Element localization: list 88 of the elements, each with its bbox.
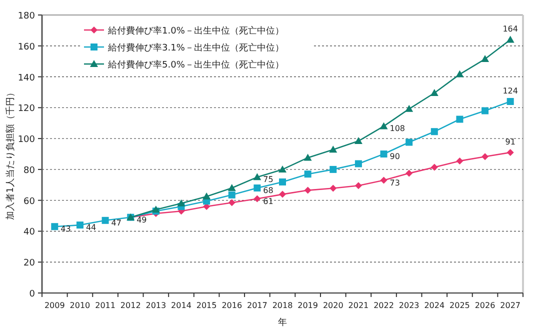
y-tick-label: 180 [18,12,36,22]
x-tick-label: 2018 [272,301,293,310]
point [456,157,464,164]
point [254,184,261,192]
x-tick-label: 2024 [424,301,445,310]
x-tick-label: 2009 [44,301,65,310]
y-tick-label: 120 [18,104,36,114]
data-label: 75 [263,175,274,184]
point [330,166,337,173]
x-tick-label: 2020 [322,301,344,310]
y-tick-label: 0 [29,290,36,300]
point [76,222,84,229]
point [506,148,514,156]
point [405,104,414,112]
point [354,182,362,190]
data-label: 90 [390,152,400,161]
point [482,153,489,160]
point [380,122,388,130]
x-tick-label: 2014 [171,301,192,310]
data-label: 124 [502,86,518,96]
y-tick-label: 20 [24,258,36,269]
point [254,195,261,202]
point [430,128,438,136]
legend-label: 給付費伸び率5.0%－出生中位（死亡中位） [107,60,284,70]
y-axis-title: 加入者1人当たり負担額（千円） [5,88,16,220]
x-tick-label: 2010 [70,301,90,310]
point [506,98,514,105]
point [354,160,362,168]
point [506,36,514,43]
point [380,176,388,184]
point [279,178,286,186]
point [330,184,337,192]
data-label: 108 [390,124,406,134]
x-tick-label: 2026 [474,301,496,310]
x-tick-label: 2021 [348,301,369,310]
x-tick-label: 2025 [450,301,470,310]
data-label: 164 [502,24,518,34]
x-tick-label: 2012 [120,301,141,310]
data-label: 47 [111,218,122,228]
point [102,216,109,224]
point [253,173,262,180]
point [406,138,413,146]
data-label: 73 [390,178,400,188]
point [456,70,464,78]
y-tick-label: 60 [24,196,36,207]
point [456,116,464,123]
x-tick-label: 2013 [146,301,166,310]
x-tick-label: 2019 [298,301,318,310]
point [177,199,186,206]
data-label: 44 [86,223,96,232]
y-tick-label: 40 [24,228,36,238]
x-tick-label: 2023 [398,301,420,310]
point [406,170,413,177]
point [304,170,312,178]
x-tick-label: 2011 [95,301,116,310]
point [51,223,58,230]
point [430,164,438,171]
data-label: 91 [505,137,516,146]
point [279,190,286,198]
y-tick-label: 80 [24,166,36,176]
point [304,186,312,194]
data-label: 43 [60,224,71,234]
x-axis-title: 年 [278,317,287,328]
point [228,199,236,206]
y-tick-label: 160 [18,42,36,52]
y-tick-label: 140 [18,73,36,84]
point [202,192,211,200]
point [481,55,490,62]
x-tick-label: 2015 [196,301,217,310]
point [278,165,286,172]
point [228,184,236,191]
data-label: 68 [263,186,274,195]
point [354,137,362,144]
x-tick-label: 2017 [247,301,268,310]
x-tick-label: 2022 [374,301,394,310]
point [430,88,438,96]
data-label: 49 [136,215,147,224]
y-tick-label: 100 [18,135,36,146]
x-tick-label: 2027 [500,301,521,310]
x-tick-label: 2016 [222,301,242,310]
data-label: 61 [263,196,274,206]
point [329,146,338,153]
point [380,150,388,158]
point [304,154,312,161]
point [482,107,489,114]
legend-label: 給付費伸び率3.1%－出生中位（死亡中位） [107,42,284,54]
point [228,191,236,198]
legend-label: 給付費伸び率1.0%－出生中位（死亡中位） [107,26,284,36]
